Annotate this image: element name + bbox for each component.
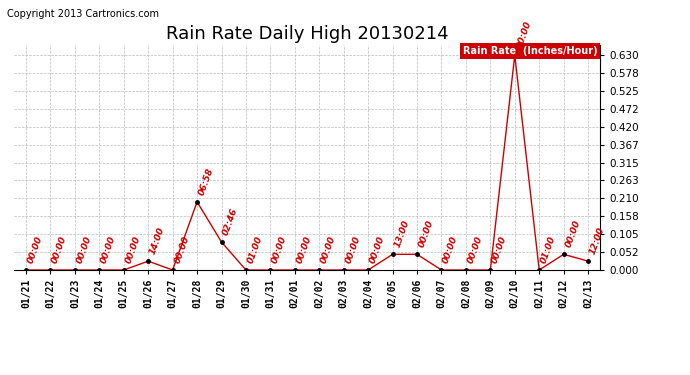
Text: 00:00: 00:00 <box>319 234 337 264</box>
Text: Copyright 2013 Cartronics.com: Copyright 2013 Cartronics.com <box>7 9 159 20</box>
Text: 13:00: 13:00 <box>393 219 411 249</box>
Text: 00:00: 00:00 <box>270 234 288 264</box>
Text: Rain Rate  (Inches/Hour): Rain Rate (Inches/Hour) <box>463 46 598 56</box>
Title: Rain Rate Daily High 20130214: Rain Rate Daily High 20130214 <box>166 26 448 44</box>
Text: 02:46: 02:46 <box>221 207 239 236</box>
Text: 00:00: 00:00 <box>515 20 533 50</box>
Text: 00:00: 00:00 <box>99 234 117 264</box>
Text: 12:00: 12:00 <box>588 225 607 255</box>
Text: 00:00: 00:00 <box>295 234 313 264</box>
Text: 00:00: 00:00 <box>172 234 191 264</box>
Text: 00:00: 00:00 <box>491 234 509 264</box>
Text: 00:00: 00:00 <box>26 234 44 264</box>
Text: 00:00: 00:00 <box>417 219 435 249</box>
Text: 06:58: 06:58 <box>197 166 215 196</box>
Text: 01:00: 01:00 <box>246 234 264 264</box>
Text: 00:00: 00:00 <box>466 234 484 264</box>
Text: 14:00: 14:00 <box>148 225 166 255</box>
Text: 00:00: 00:00 <box>50 234 69 264</box>
Text: 00:00: 00:00 <box>344 234 362 264</box>
Text: 00:00: 00:00 <box>564 219 582 249</box>
Text: 00:00: 00:00 <box>442 234 460 264</box>
Text: 00:00: 00:00 <box>75 234 93 264</box>
Text: 01:00: 01:00 <box>539 234 558 264</box>
Text: 00:00: 00:00 <box>124 234 142 264</box>
Text: 00:00: 00:00 <box>368 234 386 264</box>
